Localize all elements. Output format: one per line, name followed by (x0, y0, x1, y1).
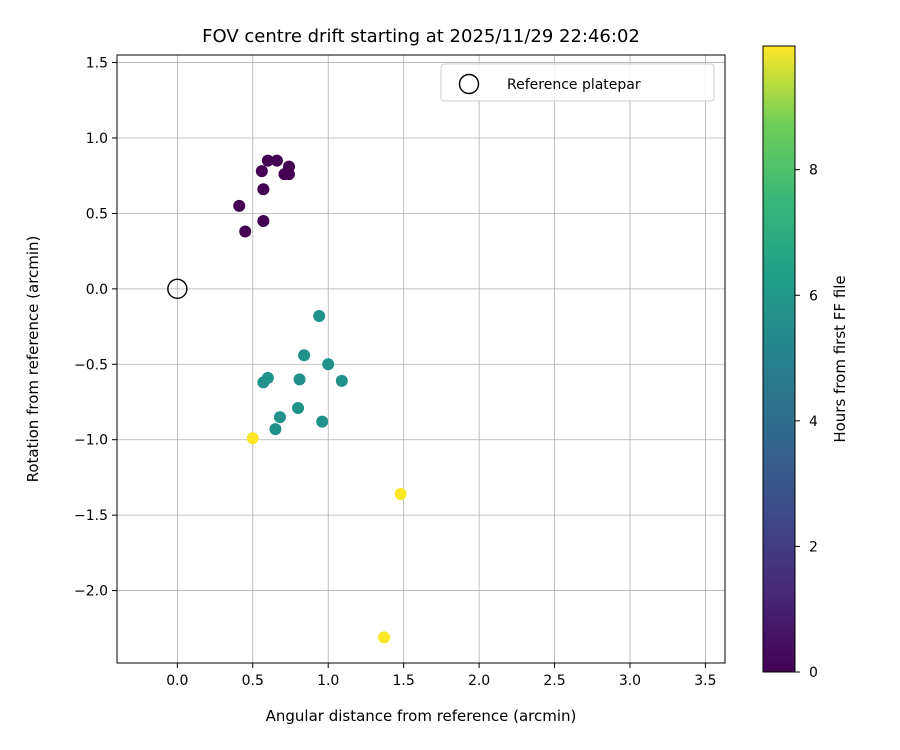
colorbar-ticks: 0 2 4 6 8 (795, 163, 818, 681)
y-tick-label: −2.0 (74, 584, 108, 600)
data-point-middle (298, 349, 311, 362)
data-point-early (282, 160, 295, 173)
x-tick-label: 3.0 (619, 673, 641, 689)
y-axis-ticks: 1.5 1.0 0.5 0.0 −0.5 −1.0 −1.5 −2.0 (74, 56, 117, 600)
legend-label: Reference platepar (507, 77, 641, 93)
data-point-middle (257, 376, 270, 389)
data-point-early (257, 183, 270, 196)
x-tick-label: 1.5 (393, 673, 415, 689)
colorbar-gradient (762, 45, 796, 673)
legend-box (440, 63, 715, 102)
colorbar: 0 2 4 6 8 Hours from first FF file (762, 45, 849, 681)
data-point-middle (273, 411, 286, 424)
colorbar-tick-label: 0 (809, 665, 818, 681)
colorbar-tick-label: 4 (809, 414, 818, 430)
data-point-early (257, 214, 270, 227)
data-point-late (246, 432, 259, 445)
data-point-early (261, 154, 274, 167)
x-tick-label: 3.5 (694, 673, 716, 689)
y-tick-label: 1.0 (86, 131, 108, 147)
plot-background (117, 55, 725, 663)
x-tick-label: 2.0 (468, 673, 490, 689)
x-tick-label: 0.0 (166, 673, 188, 689)
x-tick-label: 0.5 (242, 673, 264, 689)
x-axis-title: Angular distance from reference (arcmin) (266, 707, 577, 725)
data-point-middle (313, 310, 326, 323)
data-point-early (239, 225, 252, 238)
colorbar-title: Hours from first FF file (831, 275, 849, 442)
data-point-middle (292, 402, 305, 415)
chart-title: FOV centre drift starting at 2025/11/29 … (202, 26, 640, 47)
y-tick-label: 0.5 (86, 206, 108, 222)
data-point-middle (316, 415, 329, 428)
y-tick-label: 1.5 (86, 56, 108, 72)
legend: Reference platepar (440, 63, 715, 102)
data-point-early (233, 199, 246, 212)
y-tick-label: −1.0 (74, 433, 108, 449)
colorbar-tick-label: 6 (809, 288, 818, 304)
data-point-early (270, 154, 283, 167)
data-point-late (378, 631, 391, 644)
data-point-early (255, 165, 268, 178)
y-axis-title: Rotation from reference (arcmin) (24, 236, 42, 483)
reference-platepar-point (167, 278, 188, 300)
x-axis-ticks: 0.0 0.5 1.0 1.5 2.0 2.5 3.0 3.5 (166, 663, 717, 689)
x-tick-label: 1.0 (317, 673, 339, 689)
y-tick-label: 0.0 (86, 282, 108, 298)
y-tick-label: −1.5 (74, 508, 108, 524)
data-point-middle (293, 373, 306, 386)
data-point-late (394, 488, 407, 501)
x-tick-label: 2.5 (543, 673, 565, 689)
data-point-middle (269, 423, 282, 436)
colorbar-tick-label: 8 (809, 163, 818, 179)
plot-area: 0.0 0.5 1.0 1.5 2.0 2.5 3.0 3.5 1.5 1.0 0.5 0.0 −0.… (74, 54, 726, 689)
y-tick-label: −0.5 (74, 357, 108, 373)
data-points (167, 154, 407, 644)
legend-marker (458, 73, 480, 95)
grid-lines (117, 55, 725, 663)
colorbar-tick-label: 2 (809, 539, 818, 555)
data-point-middle (335, 374, 348, 387)
plot-frame (116, 54, 726, 664)
data-point-middle (322, 358, 335, 371)
